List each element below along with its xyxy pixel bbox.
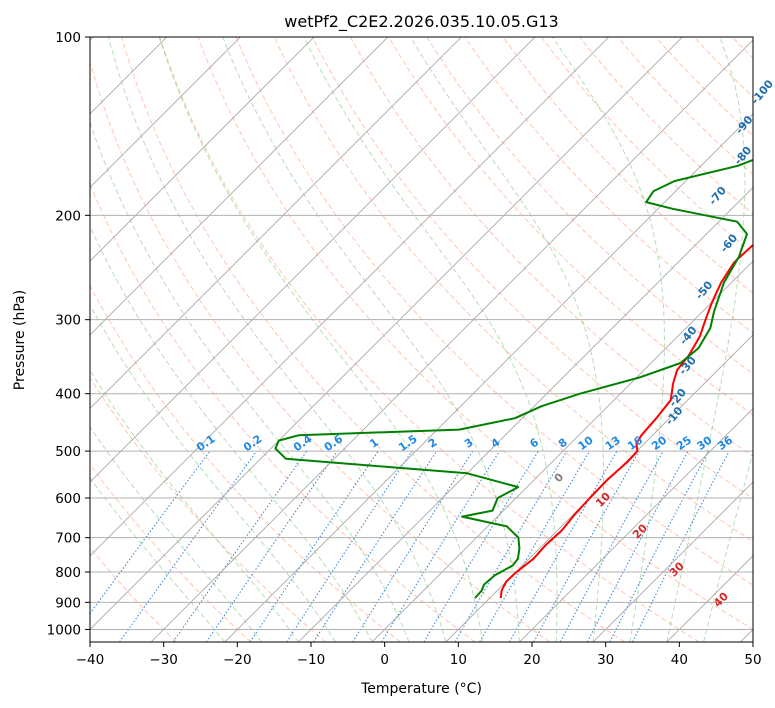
dry-adiabat-line (90, 376, 327, 642)
x-tick-label: 30 (597, 652, 614, 668)
y-tick-label: 800 (55, 565, 81, 581)
mixing-ratio-line (205, 450, 338, 642)
mixing-ratio-line (533, 450, 640, 642)
mixing-ratio-line (119, 450, 258, 642)
dewpoint-line (274, 158, 753, 599)
isotherm-line (90, 37, 462, 410)
mixing-ratio-line (632, 450, 730, 642)
isotherm-line (298, 186, 753, 642)
dry-adiabat-line (770, 37, 775, 642)
x-axis: −40 −30 −20 −10 0 10 20 30 40 50 (76, 642, 762, 668)
dry-adiabat-line (121, 37, 625, 642)
y-tick-label: 400 (55, 387, 81, 403)
moist-adiabat-line (158, 37, 484, 642)
isotherm-line (519, 407, 753, 642)
isotherm-line (90, 37, 610, 557)
background-lines (90, 37, 775, 642)
x-tick-label: 0 (380, 652, 389, 668)
moist-adiabat-line (90, 477, 226, 642)
x-tick-label: 50 (744, 652, 761, 668)
pressure-gridlines (90, 37, 753, 642)
moist-adiabat-line (90, 225, 373, 642)
isotherm-line (90, 37, 241, 189)
moist-adiabat-line (90, 304, 336, 642)
y-tick-label: 200 (55, 208, 81, 224)
x-tick-label: −30 (149, 652, 178, 668)
y-axis-label: Pressure (hPa) (12, 290, 28, 390)
y-tick-label: 300 (55, 313, 81, 329)
isotherm-line (224, 113, 753, 642)
plot-area (90, 37, 753, 642)
y-tick-label: 900 (55, 595, 81, 611)
mixing-ratio-line (381, 450, 500, 642)
x-tick-label: −40 (76, 652, 105, 668)
x-tick-label: 40 (671, 652, 688, 668)
dry-adiabat-line (502, 37, 753, 294)
y-tick-label: 1000 (47, 622, 81, 638)
moist-adiabat-line (551, 37, 666, 642)
isotherm-line (90, 37, 536, 483)
mixing-ratio-line (313, 450, 438, 642)
mixing-ratio-line (90, 450, 211, 615)
mixing-ratio-line (249, 450, 379, 642)
dry-adiabat-line (159, 37, 700, 642)
dry-adiabat-line (90, 463, 252, 642)
moist-adiabat-line (703, 451, 753, 642)
temperature-line (499, 244, 753, 599)
mixing-ratio-line (609, 450, 709, 642)
mixing-ratio-line (172, 450, 308, 642)
mixing-ratio-line (586, 450, 689, 642)
dry-adiabat-line (90, 60, 551, 642)
y-axis: 100 200 300 400 500 600 700 800 900 1000 (47, 30, 90, 638)
dry-adiabat-line (311, 37, 753, 500)
x-tick-label: 20 (523, 652, 540, 668)
isotherm-line (371, 260, 753, 642)
y-tick-label: 700 (55, 531, 81, 547)
x-tick-label: 10 (450, 652, 467, 668)
moist-adiabat-line (410, 37, 604, 642)
isotherm-line (592, 481, 753, 642)
x-axis-label: Temperature (°C) (360, 681, 482, 697)
dry-adiabat-line (388, 37, 753, 416)
moist-adiabat-line (303, 37, 558, 642)
chart-title: wetPf2_C2E2.2026.035.10.05.G13 (284, 12, 558, 32)
isotherm-line (150, 39, 753, 642)
isotherm-line (90, 37, 683, 631)
moist-adiabat-line (222, 37, 520, 642)
mixing-ratio-line (352, 450, 474, 642)
y-tick-label: 600 (55, 491, 81, 507)
profiles (274, 158, 753, 599)
mixing-ratio-line (423, 450, 539, 642)
isotherm-line (445, 334, 753, 642)
dry-adiabat-line (90, 546, 177, 642)
mixing-ratio-line (559, 450, 664, 642)
plot-frame (89, 36, 754, 643)
dry-adiabat-line (197, 37, 753, 630)
dry-adiabat-line (235, 37, 753, 586)
y-tick-label: 100 (55, 30, 81, 46)
x-tick-label: −20 (223, 652, 252, 668)
x-tick-label: −10 (297, 652, 326, 668)
moist-adiabat-line (666, 37, 746, 642)
y-tick-label: 500 (55, 444, 81, 460)
mixing-ratio-line (286, 450, 413, 642)
moist-adiabat-line (90, 426, 262, 642)
isotherm-line (90, 37, 315, 262)
dry-adiabat-line (426, 37, 753, 375)
moist-adiabat-line (107, 37, 447, 642)
isotherm-line (90, 37, 389, 336)
dry-adiabat-line (90, 183, 476, 642)
